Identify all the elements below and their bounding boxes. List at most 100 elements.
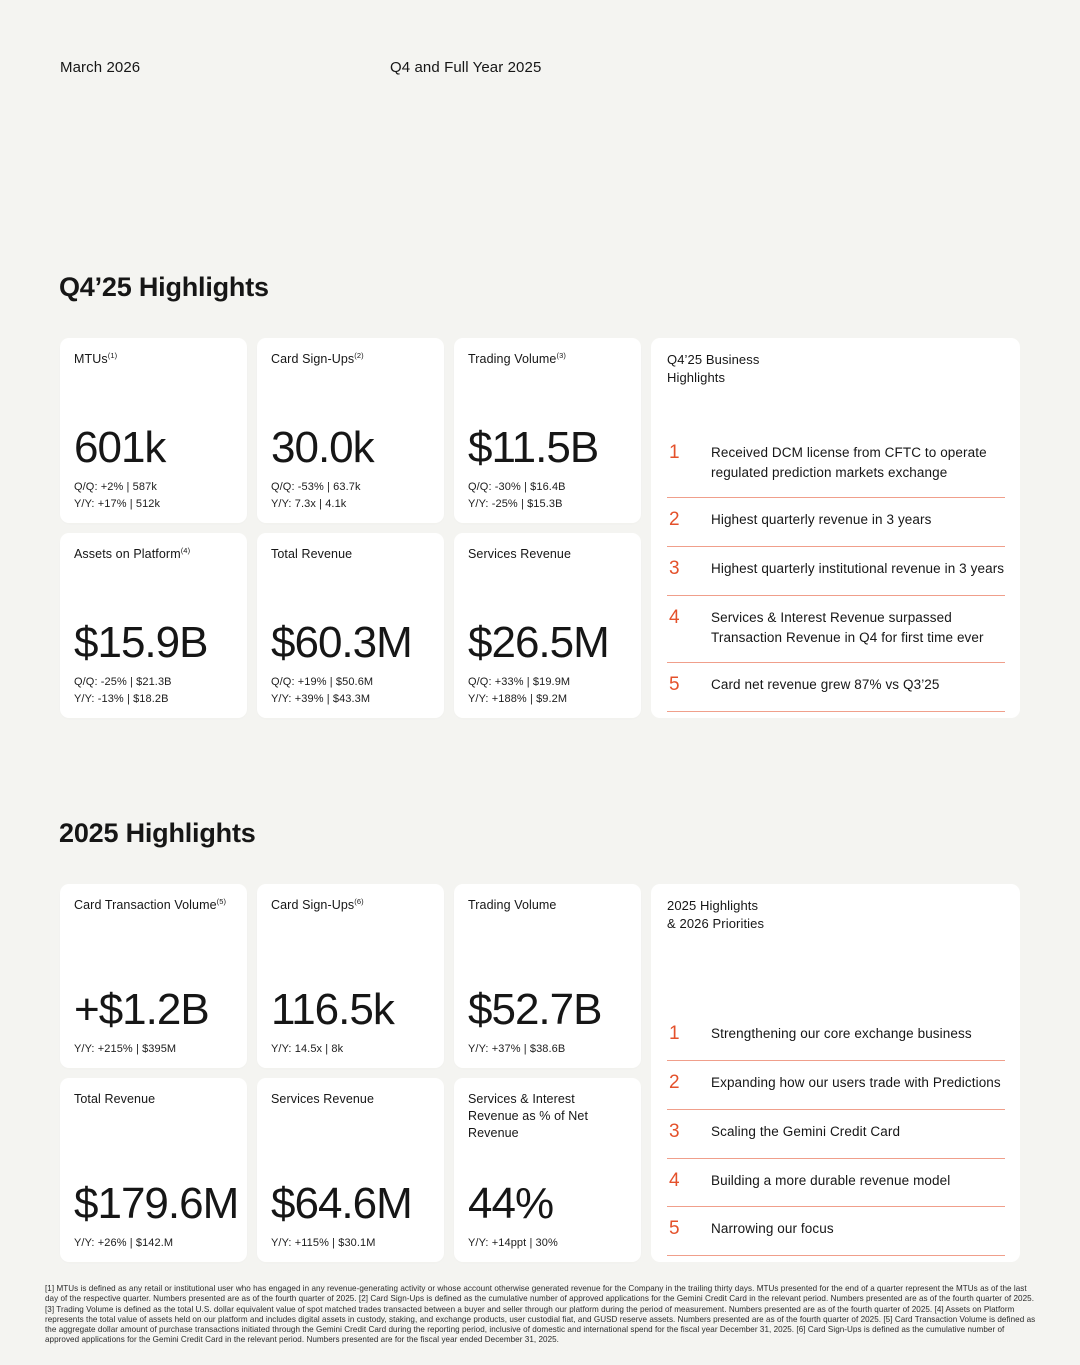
item-number: 3 <box>669 558 680 579</box>
metric-stats: Y/Y: +14ppt | 30% <box>468 1237 627 1250</box>
panel-items: 1 Received DCM license from CFTC to oper… <box>667 431 1005 712</box>
item-text: Highest quarterly institutional revenue … <box>711 561 1005 576</box>
footnote-marker: (2) <box>354 351 364 360</box>
metric-stats: Q/Q: -53% | 63.7k Y/Y: 7.3x | 4.1k <box>271 481 430 511</box>
item-number: 4 <box>669 606 680 628</box>
metric-label-text: Trading Volume <box>468 352 557 367</box>
metric-label-text: Assets on Platform <box>74 547 181 562</box>
metric-stats: Q/Q: +33% | $19.9M Y/Y: +188% | $9.2M <box>468 676 627 706</box>
metric-label-text: Services Revenue <box>271 1092 375 1107</box>
item-text: Narrowing our focus <box>711 1221 834 1237</box>
item-text: Scaling the Gemini Credit Card <box>711 1123 901 1139</box>
list-item: 3 Scaling the Gemini Credit Card <box>667 1110 1005 1159</box>
metric-label-text: Services Revenue <box>468 547 572 562</box>
metric-stats: Y/Y: +37% | $38.6B <box>468 1043 627 1056</box>
item-number: 1 <box>669 1023 680 1045</box>
list-item: 1 Strengthening our core exchange busine… <box>667 1012 1005 1061</box>
metric-card-services-interest-pct: Services & Interest Revenue as % of Net … <box>454 1078 641 1262</box>
list-item: 4 Services & Interest Revenue surpassed … <box>667 596 1005 664</box>
stat-yy: Y/Y: +17% | 512k <box>74 497 161 510</box>
item-text: Card net revenue grew 87% vs Q3’25 <box>711 677 940 693</box>
metric-stats: Y/Y: +115% | $30.1M <box>271 1237 430 1250</box>
metric-value: $179.6M <box>74 1178 239 1228</box>
stat-yy: Y/Y: +26% | $142.M <box>74 1236 174 1249</box>
metric-value: $52.7B <box>468 984 602 1034</box>
footnote-marker: (5) <box>216 897 227 906</box>
metric-value: $60.3M <box>271 617 413 667</box>
metric-label-text: Card Transaction Volume <box>74 898 217 913</box>
metric-label: Trading Volume(3) <box>468 351 627 368</box>
footnote-marker: (4) <box>180 546 191 555</box>
list-item: 3 Highest quarterly institutional revenu… <box>667 547 1005 596</box>
metric-card-card-signups-q4: Card Sign-Ups(2) 30.0k Q/Q: -53% | 63.7k… <box>257 338 444 523</box>
panel-title: Q4’25 Business Highlights <box>667 351 1005 386</box>
item-text: Services & Interest Revenue surpassed Tr… <box>711 609 984 645</box>
stat-yy: Y/Y: 7.3x | 4.1k <box>271 497 347 510</box>
panel-title-line2: & 2026 Priorities <box>667 915 765 931</box>
metric-label: Card Sign-Ups(2) <box>271 351 430 368</box>
metric-card-trading-volume-q4: Trading Volume(3) $11.5B Q/Q: -30% | $16… <box>454 338 641 523</box>
stat-qq: Q/Q: -25% | $21.3B <box>74 675 172 688</box>
metric-label-text: Total Revenue <box>271 547 353 562</box>
metric-card-mtus: MTUs(1) 601k Q/Q: +2% | 587k Y/Y: +17% |… <box>60 338 247 523</box>
item-number: 2 <box>669 509 680 531</box>
business-highlights-panel-q4: Q4’25 Business Highlights 1 Received DCM… <box>651 338 1020 718</box>
metric-stats: Q/Q: +19% | $50.6M Y/Y: +39% | $43.3M <box>271 676 430 706</box>
metric-value: $26.5M <box>468 617 610 667</box>
metric-label: MTUs(1) <box>74 351 233 368</box>
footnote-marker: (3) <box>556 351 566 360</box>
priorities-panel-2025: 2025 Highlights & 2026 Priorities 1 Stre… <box>651 884 1020 1262</box>
item-text: Received DCM license from CFTC to operat… <box>711 444 987 480</box>
metric-label-text: MTUs <box>74 352 108 367</box>
metric-value: 30.0k <box>271 422 375 472</box>
section-title-2025: 2025 Highlights <box>59 818 256 848</box>
list-item: 5 Card net revenue grew 87% vs Q3’25 <box>667 663 1005 712</box>
metric-label: Total Revenue <box>74 1091 233 1108</box>
list-item: 4 Building a more durable revenue model <box>667 1159 1005 1208</box>
item-number: 3 <box>669 1120 680 1142</box>
stat-yy: Y/Y: +188% | $9.2M <box>468 692 568 705</box>
metric-label-text: Total Revenue <box>74 1092 156 1107</box>
metric-card-services-revenue-q4: Services Revenue $26.5M Q/Q: +33% | $19.… <box>454 533 641 718</box>
metric-label: Total Revenue <box>271 546 430 563</box>
metric-value: 601k <box>74 422 166 472</box>
panel-items: 1 Strengthening our core exchange busine… <box>667 1012 1005 1256</box>
metric-value: $11.5B <box>468 422 599 472</box>
metric-label: Assets on Platform(4) <box>74 546 233 563</box>
stat-yy: Y/Y: +115% | $30.1M <box>271 1236 376 1249</box>
metric-card-total-revenue-q4: Total Revenue $60.3M Q/Q: +19% | $50.6M … <box>257 533 444 718</box>
metric-label: Services Revenue <box>468 546 627 563</box>
metric-label-text: Card Sign-Ups <box>271 352 355 367</box>
metrics-grid-2025: Card Transaction Volume(5) +$1.2B Y/Y: +… <box>60 884 1020 1262</box>
list-item: 1 Received DCM license from CFTC to oper… <box>667 431 1005 499</box>
stat-qq: Q/Q: +2% | 587k <box>74 480 157 493</box>
metrics-grid-q4: MTUs(1) 601k Q/Q: +2% | 587k Y/Y: +17% |… <box>60 338 1020 718</box>
panel-title-line2: Highlights <box>667 369 726 385</box>
item-text: Expanding how our users trade with Predi… <box>711 1075 1001 1090</box>
item-text: Strengthening our core exchange business <box>711 1026 972 1042</box>
metric-value: 44% <box>468 1178 554 1228</box>
panel-title: 2025 Highlights & 2026 Priorities <box>667 897 1005 932</box>
footnote-marker: (6) <box>354 897 364 906</box>
list-item: 2 Highest quarterly revenue in 3 years <box>667 498 1005 547</box>
stat-qq: Q/Q: +33% | $19.9M <box>468 675 571 688</box>
metric-stats: Q/Q: -25% | $21.3B Y/Y: -13% | $18.2B <box>74 676 233 706</box>
item-number: 4 <box>669 1169 680 1191</box>
metric-value: $15.9B <box>74 617 208 667</box>
stat-yy: Y/Y: -13% | $18.2B <box>74 692 169 705</box>
metric-card-services-revenue-fy: Services Revenue $64.6M Y/Y: +115% | $30… <box>257 1078 444 1262</box>
metric-label-text: Card Sign-Ups <box>271 898 355 913</box>
metric-stats: Y/Y: 14.5x | 8k <box>271 1043 430 1056</box>
item-number: 2 <box>669 1072 680 1093</box>
metric-card-assets-on-platform: Assets on Platform(4) $15.9B Q/Q: -25% |… <box>60 533 247 718</box>
metric-label-text: Trading Volume <box>468 898 557 913</box>
header-title: Q4 and Full Year 2025 <box>390 59 542 76</box>
item-text: Building a more durable revenue model <box>711 1172 951 1188</box>
metric-value: +$1.2B <box>74 984 210 1034</box>
metric-label: Card Sign-Ups(6) <box>271 897 430 914</box>
stat-qq: Q/Q: -53% | 63.7k <box>271 480 361 493</box>
metric-label-text: Services & Interest Revenue as % of Net … <box>468 1092 589 1140</box>
metric-card-card-signups-fy: Card Sign-Ups(6) 116.5k Y/Y: 14.5x | 8k <box>257 884 444 1068</box>
item-number: 5 <box>669 674 680 696</box>
stat-yy: Y/Y: 14.5x | 8k <box>271 1042 344 1055</box>
